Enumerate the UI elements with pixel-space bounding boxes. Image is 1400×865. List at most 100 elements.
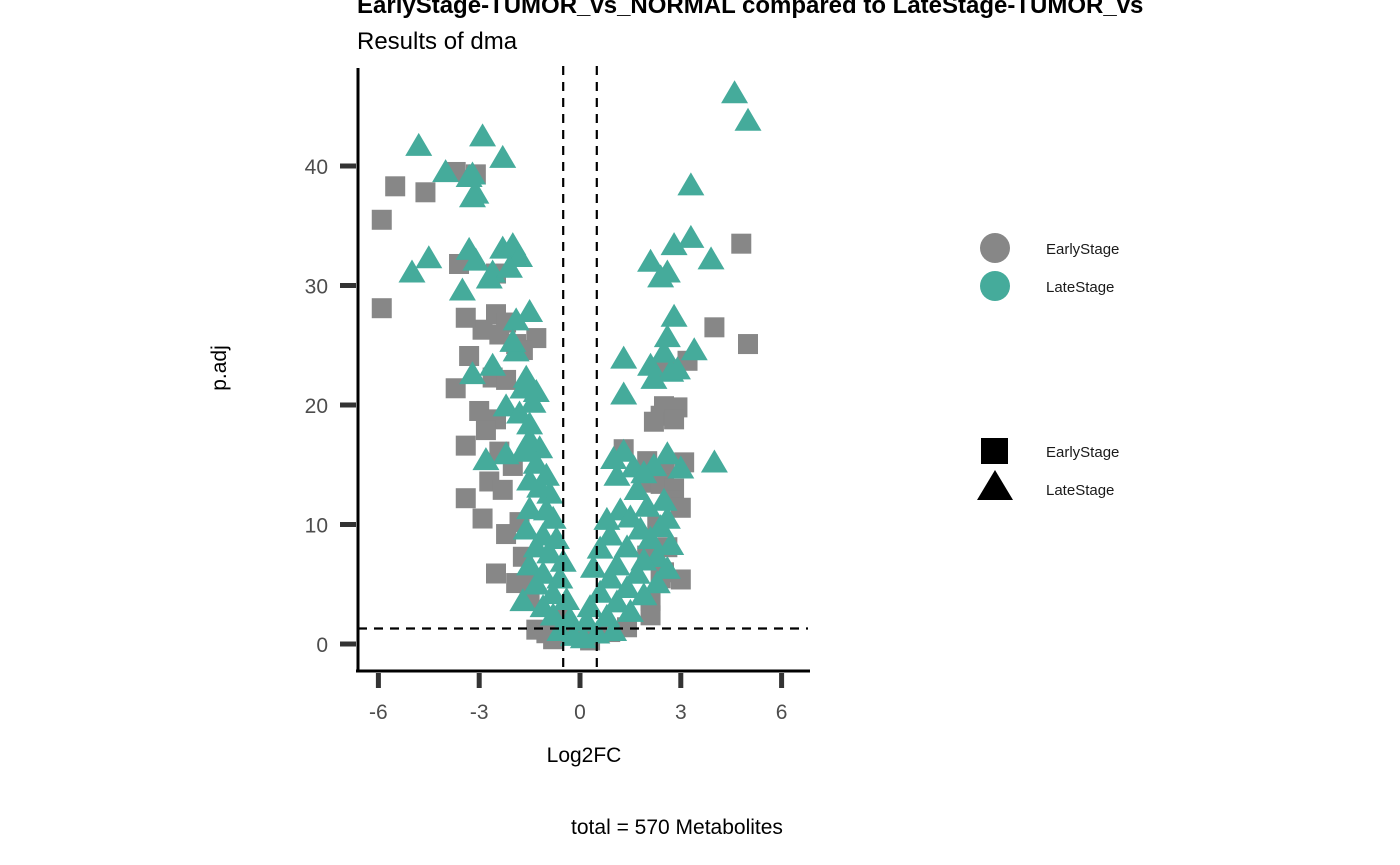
point-late-stage: [462, 247, 490, 271]
x-tick-label: -3: [470, 701, 489, 724]
point-late-stage: [637, 352, 665, 376]
point-late-stage: [516, 496, 544, 520]
point-early-stage: [469, 400, 490, 421]
point-late-stage: [502, 307, 530, 331]
point-late-stage: [653, 555, 681, 579]
point-early-stage: [371, 209, 392, 230]
legend-label-early-color: EarlyStage: [1046, 241, 1119, 258]
point-late-stage: [734, 107, 762, 131]
point-late-stage: [516, 411, 544, 435]
y-tick-label: 30: [305, 276, 328, 299]
point-early-stage: [492, 479, 513, 500]
point-late-stage: [633, 493, 661, 517]
point-late-stage: [516, 552, 544, 576]
legend-key-early-color: [980, 233, 1010, 263]
point-late-stage: [610, 381, 638, 405]
point-late-stage: [610, 345, 638, 369]
point-late-stage: [492, 393, 520, 417]
point-late-stage: [603, 462, 631, 486]
point-late-stage: [573, 608, 601, 632]
point-early-stage: [617, 617, 638, 638]
legend-color-late: LateStage: [980, 271, 1114, 301]
y-axis-title: p.adj: [208, 345, 231, 391]
point-late-stage: [432, 159, 460, 183]
point-late-stage: [415, 245, 443, 269]
point-late-stage: [536, 540, 564, 564]
point-late-stage: [522, 534, 550, 558]
x-tick-label: 3: [675, 701, 687, 724]
point-late-stage: [677, 172, 705, 196]
point-late-stage: [536, 480, 564, 504]
point-late-stage: [663, 356, 691, 380]
point-late-stage: [667, 455, 695, 479]
point-late-stage: [613, 575, 641, 599]
point-early-stage: [643, 411, 664, 432]
y-tick-label: 40: [305, 156, 328, 179]
point-early-stage: [371, 298, 392, 319]
point-early-stage: [486, 563, 506, 584]
x-axis-ticks: -6 -3 0 3 6: [369, 673, 787, 724]
point-late-stage: [643, 570, 671, 594]
legend: EarlyStage LateStage EarlyStage LateStag…: [977, 233, 1119, 500]
point-late-stage: [539, 581, 567, 605]
point-early-stage: [455, 307, 476, 328]
point-late-stage: [647, 514, 675, 538]
point-early-stage: [704, 317, 725, 338]
legend-shape-late: LateStage: [977, 470, 1114, 500]
point-late-stage: [522, 571, 550, 595]
point-late-stage: [586, 535, 614, 559]
y-tick-label: 10: [305, 515, 328, 538]
point-late-stage: [600, 618, 628, 642]
point-early-stage: [640, 605, 661, 626]
point-late-stage: [526, 435, 554, 459]
point-early-stage: [472, 508, 493, 529]
legend-label-early-shape: EarlyStage: [1046, 444, 1119, 461]
point-early-stage: [475, 420, 496, 441]
point-late-stage: [448, 277, 476, 301]
point-late-stage: [657, 532, 685, 556]
x-tick-label: 6: [776, 701, 788, 724]
point-early-stage: [738, 334, 758, 355]
point-late-stage: [653, 324, 681, 348]
point-late-stage: [600, 445, 628, 469]
point-late-stage: [475, 265, 503, 289]
point-late-stage: [512, 516, 540, 540]
legend-key-late-color: [980, 271, 1010, 301]
point-late-stage: [637, 526, 665, 550]
point-late-stage: [660, 232, 688, 256]
point-late-stage: [553, 586, 581, 610]
point-late-stage: [721, 80, 749, 104]
caption-total: total = 570 Metabolites: [571, 816, 783, 839]
point-late-stage: [479, 352, 507, 376]
legend-key-square-icon: [981, 438, 1008, 464]
point-late-stage: [596, 565, 624, 589]
points-layer: [371, 80, 762, 651]
point-late-stage: [472, 447, 500, 471]
point-early-stage: [455, 488, 476, 509]
point-late-stage: [398, 259, 426, 283]
y-tick-label: 0: [316, 634, 328, 657]
point-early-stage: [459, 346, 480, 367]
point-late-stage: [637, 248, 665, 272]
point-late-stage: [660, 303, 688, 327]
point-early-stage: [415, 182, 436, 203]
point-late-stage: [489, 144, 517, 168]
point-late-stage: [616, 598, 644, 622]
point-late-stage: [697, 246, 725, 270]
reference-lines: [358, 66, 808, 670]
point-late-stage: [549, 548, 577, 572]
point-early-stage: [506, 573, 527, 594]
point-late-stage: [616, 504, 644, 528]
point-early-stage: [455, 435, 476, 456]
x-tick-label: 0: [574, 701, 586, 724]
chart-subtitle: Results of dma: [357, 28, 518, 55]
point-late-stage: [586, 579, 614, 603]
point-late-stage: [653, 441, 681, 465]
legend-label-late-shape: LateStage: [1046, 482, 1114, 499]
x-axis-title: Log2FC: [547, 744, 622, 767]
point-late-stage: [700, 449, 728, 473]
y-axis-ticks: 0 10 20 30 40: [305, 156, 356, 657]
point-late-stage: [499, 328, 527, 352]
point-late-stage: [458, 184, 486, 208]
